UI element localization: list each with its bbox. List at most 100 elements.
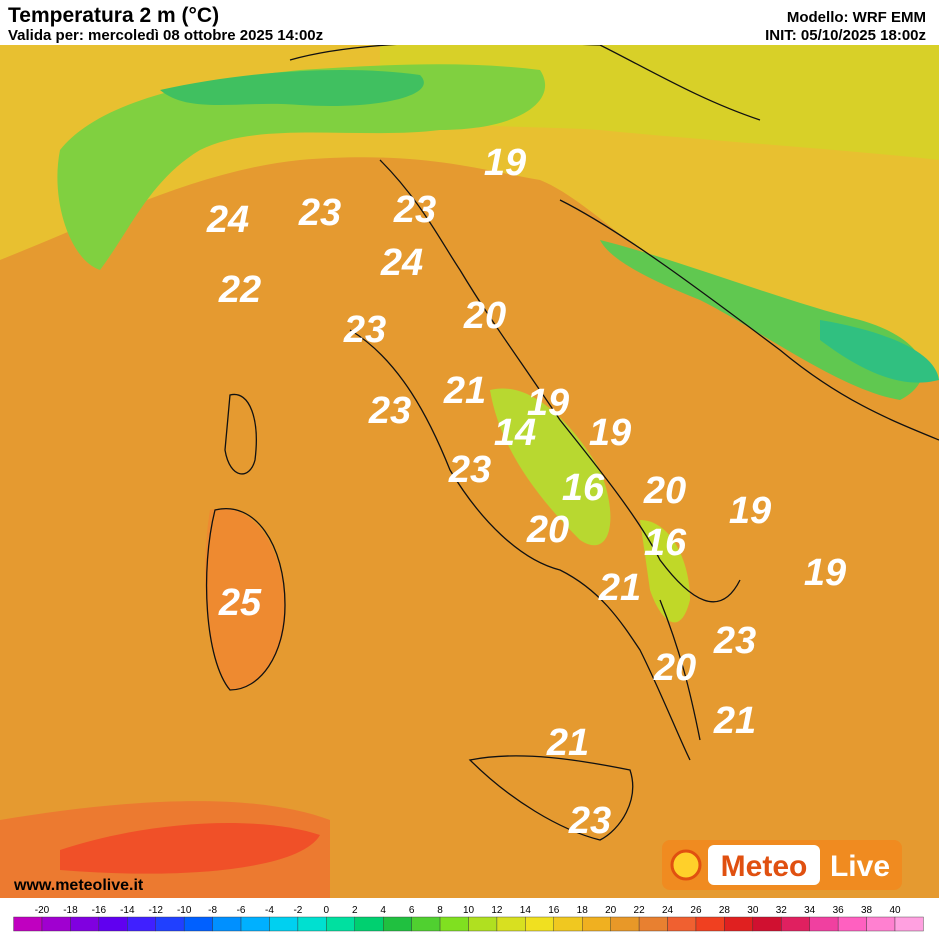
colorbar-segment <box>781 916 810 932</box>
temperature-label: 21 <box>598 567 641 609</box>
colorbar-segment <box>41 916 71 932</box>
map-title: Temperatura 2 m (°C) <box>8 4 219 27</box>
temperature-label: 16 <box>644 522 687 564</box>
logo-white <box>708 845 820 885</box>
temperature-label: 23 <box>448 449 491 491</box>
logo-meteo: Meteo <box>721 850 808 883</box>
colorbar-segment <box>155 916 185 932</box>
colorbar-tick-label: 30 <box>747 905 759 916</box>
colorbar-tick-label: 12 <box>491 905 503 916</box>
colorbar-segment <box>468 916 498 932</box>
logo: Meteo Live <box>662 840 902 890</box>
colorbar-segment <box>638 916 668 932</box>
colorbar-tick-label: 18 <box>577 905 589 916</box>
init-time: INIT: 05/10/2025 18:00z <box>765 27 926 44</box>
colorbar-tick-label: -8 <box>208 905 217 916</box>
colorbar-tick-label: -10 <box>177 905 192 916</box>
colorbar-tick-label: -14 <box>120 905 135 916</box>
colorbar-tick-label: 28 <box>719 905 731 916</box>
colorbar-segment <box>98 916 128 932</box>
colorbar-segment <box>809 916 839 932</box>
colorbar-segment <box>13 916 43 932</box>
colorbar-segment <box>695 916 725 932</box>
colorbar-segment <box>724 916 754 932</box>
colorbar-segment <box>496 916 526 932</box>
colorbar-tick-label: 22 <box>634 905 646 916</box>
map-background <box>0 45 939 898</box>
temperature-label: 23 <box>368 390 411 432</box>
colorbar-tick-label: 38 <box>861 905 873 916</box>
colorbar-tick-label: 20 <box>605 905 617 916</box>
temperature-label: 20 <box>526 509 569 551</box>
colorbar-segment <box>297 916 327 932</box>
colorbar-tick-label: -6 <box>237 905 246 916</box>
temperature-label: 20 <box>653 647 696 689</box>
colorbar-segment <box>553 916 583 932</box>
colorbar-tick-label: -2 <box>293 905 302 916</box>
temperature-label: 20 <box>463 295 506 337</box>
temperature-label: 21 <box>713 700 756 742</box>
colorbar-segment <box>212 916 242 932</box>
temperature-label: 19 <box>589 412 631 454</box>
colorbar-segment <box>894 916 924 932</box>
colorbar-segment <box>240 916 270 932</box>
colorbar-tick-label: 0 <box>324 905 330 916</box>
temperature-label: 20 <box>643 470 686 512</box>
colorbar-segment <box>127 916 156 932</box>
temperature-label: 23 <box>568 800 611 842</box>
logo-live: Live <box>830 850 890 883</box>
colorbar-tick-label: 36 <box>833 905 845 916</box>
colorbar-tick-label: 2 <box>352 905 358 916</box>
colorbar-segment <box>183 916 213 932</box>
colorbar-segment <box>269 916 299 932</box>
colorbar-tick-label: 14 <box>520 905 532 916</box>
temperature-label: 19 <box>729 490 771 532</box>
colorbar: -20 -18 -16 -14 -12 -10 -8 -6 -4 -2 0 2 4 6 8 10 12 14 16 1… <box>13 905 924 932</box>
colorbar-tick-label: 6 <box>409 905 415 916</box>
colorbar-segment <box>70 916 100 932</box>
colorbar-tick-label: 32 <box>776 905 788 916</box>
colorbar-tick-label: -16 <box>92 905 107 916</box>
colorbar-segment <box>354 916 384 932</box>
temperature-label: 24 <box>380 242 423 284</box>
colorbar-segment <box>752 916 782 932</box>
colorbar-tick-label: 24 <box>662 905 674 916</box>
temperature-label: 19 <box>484 142 526 184</box>
temperature-label: 25 <box>218 582 262 624</box>
temperature-label: 22 <box>218 269 261 311</box>
colorbar-tick-label: 8 <box>437 905 443 916</box>
colorbar-segment <box>837 916 867 932</box>
temperature-label: 21 <box>443 370 486 412</box>
temperature-label: 19 <box>804 552 846 594</box>
colorbar-tick-label: -12 <box>149 905 164 916</box>
temperature-label: 23 <box>343 309 386 351</box>
colorbar-segment <box>582 916 611 932</box>
colorbar-tick-label: -20 <box>35 905 50 916</box>
colorbar-segment <box>439 916 469 932</box>
header-bar <box>0 0 939 45</box>
website: www.meteolive.it <box>13 877 144 894</box>
colorbar-tick-label: -4 <box>265 905 274 916</box>
logo-sun <box>670 849 702 881</box>
temperature-label: 23 <box>713 620 756 662</box>
colorbar-tick-label: 4 <box>380 905 386 916</box>
model-name: Modello: WRF EMM <box>787 9 926 26</box>
temperature-label: 23 <box>393 189 436 231</box>
temperature-label: 19 <box>527 382 569 424</box>
colorbar-segment <box>326 916 355 932</box>
colorbar-tick-label: 40 <box>889 905 901 916</box>
temperature-label: 23 <box>298 192 341 234</box>
temperature-label: 21 <box>546 722 589 764</box>
colorbar-segment <box>525 916 554 932</box>
temperature-label: 14 <box>494 412 536 454</box>
temperature-label: 16 <box>562 467 605 509</box>
valid-time: Valida per: mercoledì 08 ottobre 2025 14… <box>8 27 323 44</box>
colorbar-tick-label: 16 <box>548 905 560 916</box>
colorbar-segment <box>866 916 896 932</box>
colorbar-segment <box>667 916 697 932</box>
colorbar-tick-label: 34 <box>804 905 816 916</box>
colorbar-tick-label: 26 <box>690 905 702 916</box>
colorbar-segment <box>411 916 441 932</box>
